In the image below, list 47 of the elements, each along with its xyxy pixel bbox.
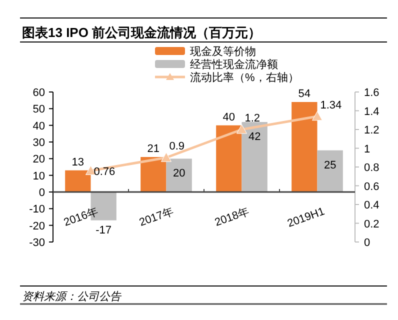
point xyxy=(236,124,247,134)
y2-tick-label: 0.6 xyxy=(364,180,380,193)
data-label: 42 xyxy=(248,131,261,143)
bar xyxy=(140,157,166,192)
y-tick-label: 0 xyxy=(38,187,45,199)
point xyxy=(312,111,322,121)
bar xyxy=(242,122,268,192)
y-tick-label: 40 xyxy=(32,120,45,132)
point xyxy=(161,152,172,162)
bar xyxy=(317,150,343,192)
legend-label: 现金及等价物 xyxy=(190,46,256,58)
y2-tick-label: 0.2 xyxy=(364,218,380,230)
bar xyxy=(166,158,192,192)
y-tick-label: -30 xyxy=(29,237,45,249)
data-label: 20 xyxy=(172,168,186,180)
data-label: 25 xyxy=(324,159,336,172)
data-label: 1.34 xyxy=(320,99,342,112)
y-tick-label: 50 xyxy=(32,104,45,116)
y2-tick-label: 0.4 xyxy=(364,200,380,212)
y-tick-label: 10 xyxy=(32,170,45,182)
chart-title: 图表13 IPO 前公司现金流情况（百万元） xyxy=(22,25,262,40)
y-tick-label: 60 xyxy=(32,87,45,99)
y2-tick-label: 1.6 xyxy=(364,87,380,99)
data-label: 40 xyxy=(222,111,236,124)
bar xyxy=(292,102,318,192)
bar xyxy=(65,170,91,192)
y-tick-label: 30 xyxy=(32,137,45,149)
y-tick-label: -20 xyxy=(29,220,45,232)
bar xyxy=(216,125,242,192)
y-tick-label: -10 xyxy=(29,204,45,216)
y2-tick-label: 1 xyxy=(364,143,370,156)
data-label: 0.9 xyxy=(169,140,185,153)
y2-tick-label: 0.8 xyxy=(364,162,380,174)
data-label: 1.2 xyxy=(244,112,260,124)
legend-label: 经营性现金流净额 xyxy=(190,58,278,71)
legend-label: 流动比率（%，右轴） xyxy=(190,71,299,84)
y2-tick-label: 1.2 xyxy=(364,124,380,136)
y2-tick-label: 1.4 xyxy=(364,106,380,118)
y2-tick-label: 0 xyxy=(364,237,370,249)
y-tick-label: 20 xyxy=(32,154,45,166)
x-tick-label: 2018年 xyxy=(213,206,251,229)
data-label: 21 xyxy=(147,143,160,155)
text: 资料来源：公司公告 xyxy=(22,290,122,303)
data-label: 54 xyxy=(298,88,311,100)
data-label: 13 xyxy=(72,156,84,168)
data-label: 0.76 xyxy=(94,166,116,178)
x-tick-label: 2017年 xyxy=(138,206,176,229)
